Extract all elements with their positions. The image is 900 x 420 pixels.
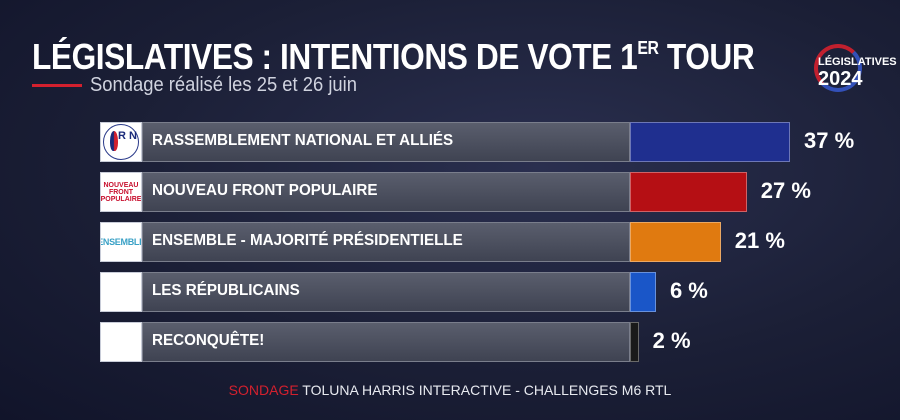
bar-value-label: 6 % (669, 278, 708, 303)
title-accent-line (32, 84, 82, 87)
bar (630, 222, 721, 262)
bar (630, 272, 656, 312)
title-superscript: ER (637, 38, 659, 58)
badge-ring-icon (814, 44, 862, 92)
bar-track (142, 222, 630, 262)
logo-text: ENSEMBLE (101, 237, 141, 247)
badge-line1: LÉGISLATIVES (818, 56, 897, 68)
bar-category-label: ENSEMBLE - MAJORITÉ PRÉSIDENTIELLE (152, 232, 463, 249)
reconquete-logo: R! RECONQUÊTE (100, 322, 142, 362)
bar-track (142, 122, 630, 162)
bar-value-label: 21 % (734, 228, 785, 253)
source-prefix: SONDAGE (228, 382, 299, 398)
nfp-logo: NOUVEAU FRONT POPULAIRE (100, 172, 142, 212)
source-text: TOLUNA HARRIS INTERACTIVE - CHALLENGES M… (298, 382, 672, 398)
logo-text: IR Les Républicains (101, 274, 142, 309)
rn-logo: R N (100, 122, 142, 162)
bar (630, 172, 747, 212)
ensemble-logo: ENSEMBLE (100, 222, 142, 262)
bar-value-label: 27 % (760, 178, 811, 203)
logo-text: NOUVEAU FRONT POPULAIRE (100, 181, 142, 203)
logo-text: R N (118, 130, 137, 142)
bar-category-label: LES RÉPUBLICAINS (152, 282, 300, 299)
legislatives-2024-badge: LÉGISLATIVES 2024 (810, 44, 897, 96)
bar-value-label: 2 % (652, 328, 691, 353)
bar-category-label: RASSEMBLEMENT NATIONAL ET ALLIÉS (152, 132, 454, 149)
source-credit: SONDAGE TOLUNA HARRIS INTERACTIVE - CHAL… (0, 382, 900, 398)
bar-category-label: NOUVEAU FRONT POPULAIRE (152, 182, 378, 199)
bar-value-label: 37 % (804, 128, 855, 153)
bar-track (142, 322, 630, 362)
title-end: TOUR (658, 36, 755, 77)
lr-logo: IR Les Républicains (100, 272, 142, 312)
title-main: LÉGISLATIVES : INTENTIONS DE VOTE 1 (32, 36, 638, 77)
chart-subtitle: Sondage réalisé les 25 et 26 juin (90, 74, 358, 96)
bar (630, 322, 639, 362)
rn-logo-mark-icon: R N (103, 124, 139, 160)
badge-line2: 2024 (818, 68, 863, 90)
logo-text: R! RECONQUÊTE (100, 324, 141, 359)
bar-category-label: RECONQUÊTE! (152, 332, 265, 349)
bar-track (142, 172, 630, 212)
bar-track (142, 272, 630, 312)
chart-title: LÉGISLATIVES : INTENTIONS DE VOTE 1ER TO… (32, 36, 755, 78)
bar (630, 122, 790, 162)
